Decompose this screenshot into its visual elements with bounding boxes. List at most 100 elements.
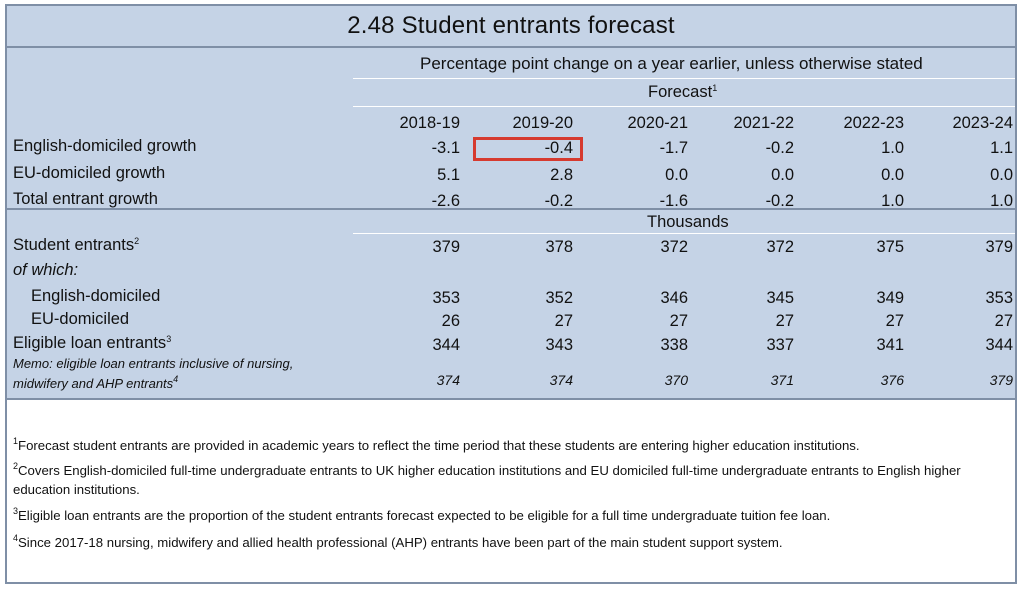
total-entrant-growth-value-2020-21: -1.6 (659, 192, 688, 210)
memo-footnote-ref: 4 (173, 374, 179, 384)
footnote-4: 4Since 2017-18 nursing, midwifery and al… (13, 533, 1005, 552)
eu-domiciled-growth-label-text: EU-domiciled growth (13, 164, 166, 182)
eu-domiciled-growth-value-2023-24: 0.0 (990, 166, 1013, 184)
memo-label-line2: midwifery and AHP entrants4 (13, 375, 178, 393)
eu-domiciled-growth-value-2021-22: 0.0 (771, 166, 794, 184)
footnote-2-text: Covers English-domiciled full-time under… (13, 463, 961, 497)
memo-label-line1: Memo: eligible loan entrants inclusive o… (13, 356, 294, 371)
english-domiciled-growth-value-2020-21: -1.7 (659, 139, 688, 157)
total-entrant-growth-value-2021-22: -0.2 (765, 192, 794, 210)
footnote-1-text: Forecast student entrants are provided i… (18, 438, 860, 453)
student-entrants-value-2023-24: 379 (985, 238, 1013, 256)
student-entrants-value-2020-21: 372 (660, 238, 688, 256)
year-header-2022-23: 2022-23 (843, 114, 904, 132)
table-frame: 2.48 Student entrants forecast Percentag… (5, 4, 1017, 584)
memo-value-2022-23: 376 (880, 372, 904, 388)
eligible-loan-entrants-value-2023-24: 344 (985, 336, 1013, 354)
of-which-label: of which: (13, 260, 78, 280)
of-which-label-text: of which: (13, 261, 79, 279)
eu-domiciled-value-2018-19: 26 (441, 312, 460, 330)
year-header-2020-21: 2020-21 (627, 114, 688, 132)
eu-domiciled-label: EU-domiciled (31, 309, 129, 329)
eligible-loan-entrants-value-2021-22: 337 (766, 336, 794, 354)
eligible-loan-entrants-value-2019-20: 343 (545, 336, 573, 354)
total-entrant-growth-value-2023-24: 1.0 (990, 192, 1013, 210)
eu-domiciled-growth-value-2020-21: 0.0 (665, 166, 688, 184)
eligible-loan-entrants-footnote-ref: 3 (166, 334, 172, 344)
english-domiciled-growth-label: English-domiciled growth (13, 136, 196, 156)
table-bottom-rule (7, 398, 1015, 400)
footnote-3-marker: 3 (13, 506, 19, 516)
eu-domiciled-value-2022-23: 27 (885, 312, 904, 330)
eu-domiciled-value-2021-22: 27 (775, 312, 794, 330)
thousands-rule-top (7, 208, 1015, 210)
highlighted-cell-box (473, 137, 583, 161)
eu-domiciled-growth-value-2019-20: 2.8 (550, 166, 573, 184)
eligible-loan-entrants-value-2020-21: 338 (660, 336, 688, 354)
subtitle: Percentage point change on a year earlie… (420, 54, 923, 73)
student-entrants-value-2022-23: 375 (876, 238, 904, 256)
memo-value-2020-21: 370 (664, 372, 688, 388)
table-title: 2.48 Student entrants forecast (7, 6, 1015, 48)
english-domiciled-value-2019-20: 352 (545, 289, 573, 307)
memo-value-2018-19: 374 (436, 372, 460, 388)
english-domiciled-value-2020-21: 346 (660, 289, 688, 307)
student-entrants-value-2018-19: 379 (432, 238, 460, 256)
total-entrant-growth-value-2018-19: -2.6 (431, 192, 460, 210)
memo-value-2021-22: 371 (770, 372, 794, 388)
student-entrants-value-2021-22: 372 (766, 238, 794, 256)
year-header-2021-22: 2021-22 (733, 114, 794, 132)
footnote-3-text: Eligible loan entrants are the proportio… (18, 508, 831, 523)
memo-value-2023-24: 379 (989, 372, 1013, 388)
english-domiciled-growth-value-2019-20: -0.4 (544, 139, 573, 157)
forecast-text: Forecast (648, 83, 713, 101)
total-entrant-growth-value-2022-23: 1.0 (881, 192, 904, 210)
english-domiciled-growth-value-2018-19: -3.1 (431, 139, 460, 157)
eu-domiciled-growth-label: EU-domiciled growth (13, 163, 165, 183)
eu-domiciled-value-2020-21: 27 (669, 312, 688, 330)
total-entrant-growth-label: Total entrant growth (13, 189, 158, 209)
year-header-2023-24: 2023-24 (952, 114, 1013, 132)
student-entrants-footnote-ref: 2 (134, 236, 140, 246)
eu-domiciled-value-2023-24: 27 (994, 312, 1013, 330)
eu-domiciled-label-text: EU-domiciled (31, 310, 130, 328)
footnote-1-marker: 1 (13, 436, 19, 446)
footnote-4-text: Since 2017-18 nursing, midwifery and all… (18, 535, 783, 550)
memo-label-line2-text: midwifery and AHP entrants (13, 376, 174, 391)
eu-domiciled-value-2019-20: 27 (554, 312, 573, 330)
english-domiciled-growth-label-text: English-domiciled growth (13, 137, 197, 155)
english-domiciled-label: English-domiciled (31, 286, 160, 306)
eligible-loan-entrants-value-2022-23: 341 (876, 336, 904, 354)
thousands-label: Thousands (647, 213, 729, 231)
english-domiciled-value-2023-24: 353 (985, 289, 1013, 307)
student-entrants-label: Student entrants2 (13, 235, 139, 255)
student-entrants-value-2019-20: 378 (545, 238, 573, 256)
footnote-2: 2Covers English-domiciled full-time unde… (13, 461, 1005, 499)
eu-domiciled-growth-value-2022-23: 0.0 (881, 166, 904, 184)
eligible-loan-entrants-label-text: Eligible loan entrants (13, 334, 167, 352)
footnote-3: 3Eligible loan entrants are the proporti… (13, 506, 1005, 525)
memo-value-2019-20: 374 (549, 372, 573, 388)
eligible-loan-entrants-label: Eligible loan entrants3 (13, 333, 171, 353)
year-header-2018-19: 2018-19 (399, 114, 460, 132)
english-domiciled-growth-value-2023-24: 1.1 (990, 139, 1013, 157)
total-entrant-growth-value-2019-20: -0.2 (544, 192, 573, 210)
eu-domiciled-growth-value-2018-19: 5.1 (437, 166, 460, 184)
english-domiciled-value-2021-22: 345 (766, 289, 794, 307)
thousands-rule (353, 233, 1015, 234)
forecast-label: Forecast1 (648, 82, 717, 102)
english-domiciled-value-2022-23: 349 (876, 289, 904, 307)
footnote-1: 1Forecast student entrants are provided … (13, 436, 1005, 455)
eligible-loan-entrants-value-2018-19: 344 (432, 336, 460, 354)
forecast-rule (353, 106, 1015, 107)
english-domiciled-label-text: English-domiciled (31, 287, 161, 305)
subtitle-rule (353, 78, 1015, 79)
student-entrants-label-text: Student entrants (13, 236, 135, 254)
year-header-2019-20: 2019-20 (512, 114, 573, 132)
english-domiciled-growth-value-2022-23: 1.0 (881, 139, 904, 157)
forecast-footnote-ref: 1 (712, 83, 718, 93)
footnote-2-marker: 2 (13, 461, 19, 471)
english-domiciled-value-2018-19: 353 (432, 289, 460, 307)
english-domiciled-growth-value-2021-22: -0.2 (765, 139, 794, 157)
total-entrant-growth-label-text: Total entrant growth (13, 190, 158, 208)
